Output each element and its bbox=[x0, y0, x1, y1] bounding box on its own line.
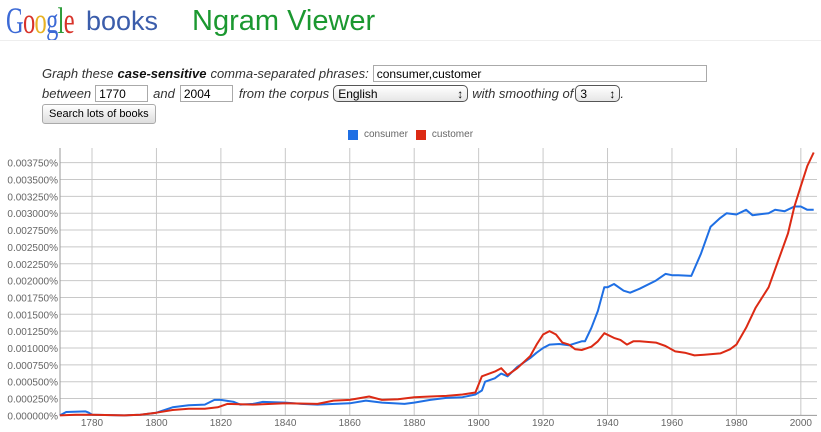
y-tick-label: 0.001750% bbox=[7, 293, 58, 304]
x-tick-label: 2000 bbox=[790, 418, 813, 429]
y-tick-label: 0.003750% bbox=[7, 159, 58, 170]
corpus-select[interactable]: English ↕ bbox=[333, 85, 469, 102]
smoothing-value: 3 bbox=[580, 86, 588, 101]
y-tick-label: 0.000500% bbox=[7, 378, 58, 389]
label: . bbox=[620, 86, 624, 101]
legend-label-consumer: consumer bbox=[364, 129, 408, 140]
phrases-input[interactable]: consumer,customer bbox=[372, 65, 707, 82]
y-tick-label: 0.001000% bbox=[7, 344, 58, 355]
end-year-input[interactable]: 2004 bbox=[179, 85, 233, 102]
y-tick-label: 0.001250% bbox=[7, 327, 58, 338]
y-tick-label: 0.003000% bbox=[7, 209, 58, 220]
x-tick-label: 1940 bbox=[596, 418, 619, 429]
phrases-row: Graph these case-sensitive comma-separat… bbox=[42, 65, 707, 82]
y-tick-label: 0.000000% bbox=[7, 411, 58, 422]
x-tick-label: 1900 bbox=[468, 418, 491, 429]
label: and bbox=[153, 86, 175, 101]
x-tick-label: 1880 bbox=[403, 418, 426, 429]
search-button[interactable]: Search lots of books bbox=[42, 104, 156, 124]
select-arrows-icon: ↕ bbox=[609, 86, 616, 101]
x-tick-label: 1800 bbox=[145, 418, 168, 429]
x-tick-label: 1960 bbox=[661, 418, 684, 429]
y-tick-label: 0.002250% bbox=[7, 260, 58, 271]
legend: consumer customer bbox=[348, 129, 473, 140]
label: Graph these bbox=[42, 66, 114, 81]
x-tick-label: 1860 bbox=[339, 418, 362, 429]
label: from the corpus bbox=[238, 86, 330, 101]
series-line-consumer bbox=[59, 205, 814, 417]
header-divider bbox=[0, 40, 821, 41]
x-tick-label: 1920 bbox=[532, 418, 555, 429]
y-tick-label: 0.003500% bbox=[7, 176, 58, 187]
legend-swatch-customer bbox=[415, 129, 426, 140]
x-tick-label: 1840 bbox=[274, 418, 297, 429]
options-row: between 1770 and 2004 from the corpus En… bbox=[42, 85, 624, 102]
y-tick-label: 0.002500% bbox=[7, 243, 58, 254]
y-tick-label: 0.000750% bbox=[7, 361, 58, 372]
label: between bbox=[42, 86, 92, 101]
y-tick-label: 0.001500% bbox=[7, 310, 58, 321]
x-tick-label: 1820 bbox=[210, 418, 233, 429]
y-tick-label: 0.000250% bbox=[7, 395, 58, 406]
label: with smoothing of bbox=[472, 86, 574, 101]
x-tick-label: 1980 bbox=[725, 418, 748, 429]
label: comma-separated phrases: bbox=[210, 66, 369, 81]
corpus-value: English bbox=[338, 86, 378, 101]
series-line-customer bbox=[59, 152, 815, 417]
y-tick-label: 0.002000% bbox=[7, 277, 58, 288]
y-tick-label: 0.002750% bbox=[7, 226, 58, 237]
legend-swatch-consumer bbox=[348, 129, 358, 140]
google-logo[interactable]: Google bbox=[6, 1, 75, 42]
start-year-input[interactable]: 1770 bbox=[95, 85, 149, 102]
y-tick-label: 0.003250% bbox=[7, 192, 58, 203]
books-logo: books bbox=[86, 6, 159, 36]
label-bold: case-sensitive bbox=[117, 66, 207, 81]
smoothing-select[interactable]: 3 ↕ bbox=[575, 85, 621, 102]
legend-label-customer: customer bbox=[431, 129, 474, 140]
page-title: Ngram Viewer bbox=[192, 5, 376, 37]
x-tick-label: 1780 bbox=[81, 418, 104, 429]
select-arrows-icon: ↕ bbox=[457, 86, 464, 101]
